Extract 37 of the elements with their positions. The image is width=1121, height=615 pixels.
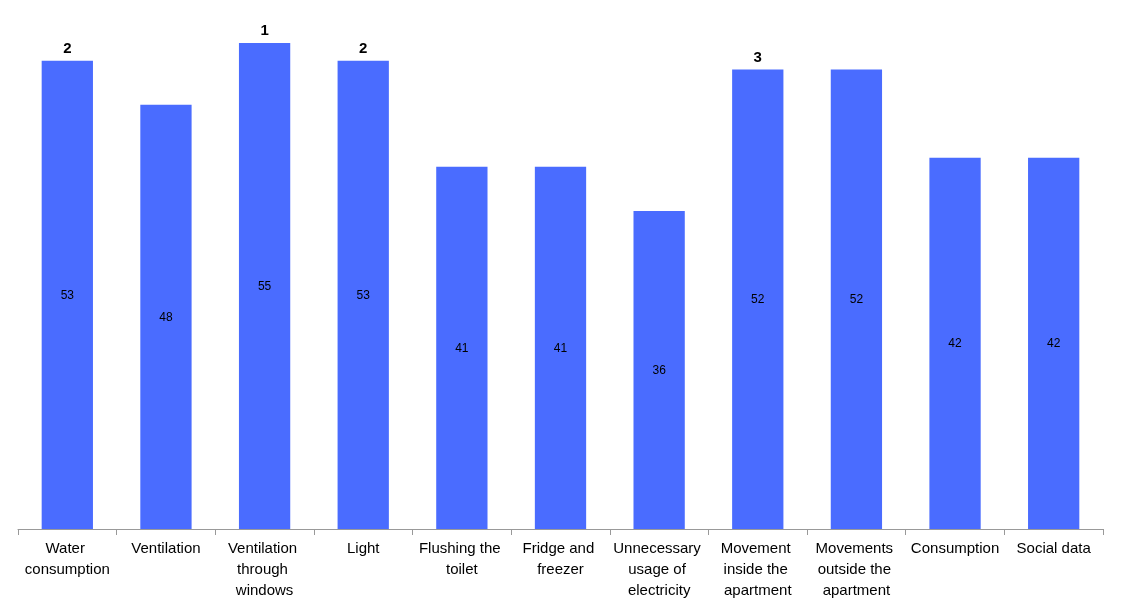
- data-label: 42: [1047, 336, 1061, 351]
- data-label: 41: [455, 340, 469, 355]
- x-tick-label: Fridge and freezer: [522, 539, 599, 577]
- data-label: 53: [60, 287, 75, 302]
- x-tick-label: Ventilation: [131, 539, 201, 556]
- bar: [337, 60, 389, 529]
- bar: [436, 166, 488, 529]
- x-tick-label: Movements outside the apartment: [815, 539, 898, 598]
- x-tick-label: Light: [346, 539, 381, 556]
- data-label: 36: [652, 362, 667, 377]
- x-tick-label: Movement inside the apartment: [720, 539, 795, 598]
- bar: [633, 210, 685, 529]
- annotation: 2: [359, 38, 368, 56]
- bar: [140, 104, 192, 529]
- bar: [830, 69, 883, 529]
- x-tick-label: Water consumption: [24, 539, 110, 577]
- bar: [41, 60, 93, 529]
- x-tick-label: Unnecessary usage of electricity: [613, 539, 705, 598]
- x-tick-label: Ventilation through windows: [227, 539, 302, 598]
- bar: [732, 69, 784, 529]
- bar: [929, 157, 981, 529]
- data-label: 55: [257, 279, 272, 293]
- bar: [534, 166, 587, 529]
- x-tick-label: Consumption: [910, 539, 1000, 556]
- annotation: 3: [753, 47, 762, 65]
- data-label: 48: [159, 309, 173, 324]
- data-label: 53: [356, 287, 371, 302]
- x-tick-label: Flushing the toilet: [418, 539, 505, 577]
- data-label: 52: [849, 292, 864, 307]
- data-label: 52: [751, 292, 765, 307]
- annotation: 2: [63, 38, 72, 56]
- data-label: 41: [553, 340, 568, 355]
- annotation: 1: [260, 21, 269, 38]
- bar: [1028, 157, 1080, 529]
- x-tick-label: Social data: [1016, 539, 1092, 556]
- data-label: 42: [948, 336, 963, 351]
- bar: [238, 43, 291, 529]
